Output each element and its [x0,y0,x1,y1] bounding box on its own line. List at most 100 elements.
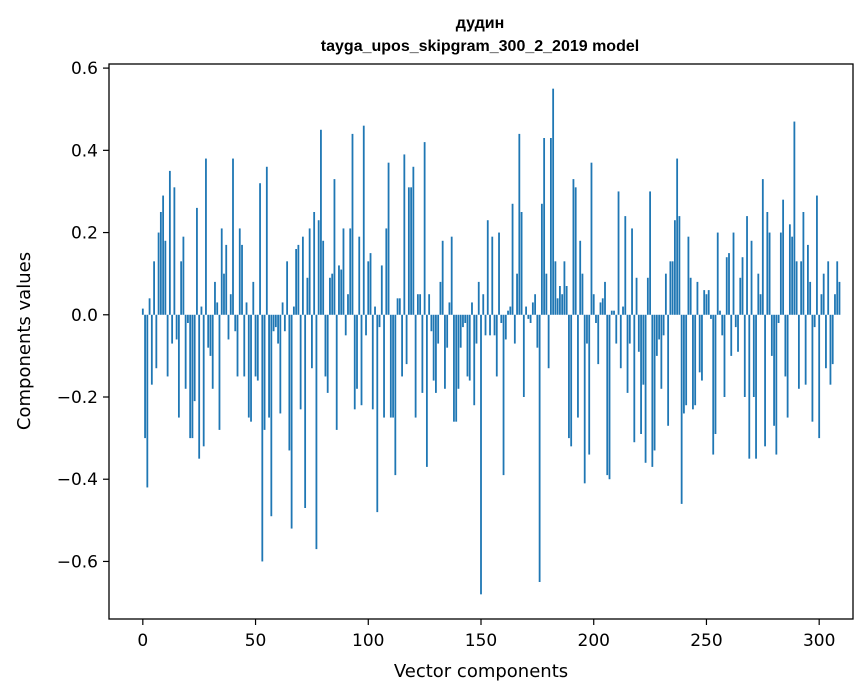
bars-group [141,88,841,595]
bar-240 [683,314,685,414]
bar-9 [162,195,165,315]
bar-138 [453,314,455,422]
bar-190 [570,314,573,447]
bar-166 [516,273,518,315]
bar-3 [148,298,151,315]
bar-42 [236,314,239,377]
bar-10 [164,240,167,315]
bar-90 [344,314,347,336]
bar-78 [317,220,320,315]
bar-105 [378,314,381,328]
bar-207 [608,314,611,480]
bar-99 [365,314,367,336]
bar-279 [770,314,773,356]
bar-45 [243,314,246,377]
bar-289 [793,121,796,315]
bar-147 [473,314,476,406]
bar-39 [229,294,232,315]
x-tick-label: 150 [465,631,497,651]
x-axis-label: Vector components [394,661,568,682]
bar-97 [360,314,363,406]
bar-142 [462,314,464,328]
bar-150 [480,314,482,595]
bar-125 [423,142,426,315]
bar-214 [624,216,627,315]
bar-283 [779,232,782,315]
bar-106 [380,265,383,315]
bar-228 [655,314,658,356]
bar-183 [554,261,557,315]
bar-115 [401,314,403,377]
bar-12 [168,170,171,315]
bar-168 [520,212,523,315]
bar-204 [601,298,604,315]
bar-276 [764,314,766,447]
bar-35 [220,228,223,315]
bar-2 [146,314,149,488]
chart-title: дудин [456,15,505,32]
bar-300 [818,314,821,439]
bar-303 [825,314,827,369]
bar-111 [392,314,394,418]
bar-37 [225,244,228,315]
bar-261 [730,314,733,356]
bar-57 [270,314,273,517]
bar-131 [437,314,440,344]
bar-298 [813,314,816,328]
bar-88 [340,269,343,315]
bar-136 [448,302,451,315]
bar-282 [777,314,780,323]
bar-297 [811,314,814,422]
bar-107 [383,314,385,418]
bar-74 [308,228,311,315]
bar-54 [263,314,266,430]
bar-211 [617,191,620,315]
bar-5 [153,261,155,315]
bar-33 [216,302,219,315]
bar-205 [604,281,606,315]
bar-27 [202,314,205,447]
bar-26 [200,306,203,315]
bar-176 [538,314,541,582]
y-tick-label: −0.4 [57,470,98,490]
bar-72 [304,314,307,508]
bar-29 [207,314,210,348]
y-axis-label: Components values [14,252,35,430]
bar-123 [419,294,422,315]
bar-225 [649,191,651,315]
bar-41 [234,314,237,332]
bar-305 [829,314,832,385]
bar-28 [205,158,207,315]
bar-257 [721,314,724,336]
bar-221 [640,314,642,434]
x-tick-label: 200 [578,631,610,651]
bar-210 [615,314,618,344]
bar-302 [822,273,825,315]
bar-294 [804,314,807,385]
bar-92 [349,228,352,315]
bar-252 [710,314,712,319]
bar-309 [838,281,841,315]
bar-198 [588,314,591,455]
bar-44 [241,244,243,315]
bar-59 [274,314,277,328]
bar-134 [444,314,446,389]
bar-114 [398,298,401,315]
bar-121 [414,314,417,418]
bar-102 [371,314,374,410]
bar-108 [385,228,388,315]
bar-104 [376,314,379,513]
bar-258 [723,314,726,397]
bar-83 [329,277,331,315]
bar-152 [484,314,487,336]
bar-281 [775,314,778,455]
bar-178 [543,138,546,315]
bar-133 [441,240,444,315]
bar-146 [471,302,473,315]
bar-266 [741,257,744,315]
bar-22 [191,314,194,439]
bar-230 [660,314,663,389]
bar-189 [568,314,570,439]
bar-245 [694,314,697,406]
